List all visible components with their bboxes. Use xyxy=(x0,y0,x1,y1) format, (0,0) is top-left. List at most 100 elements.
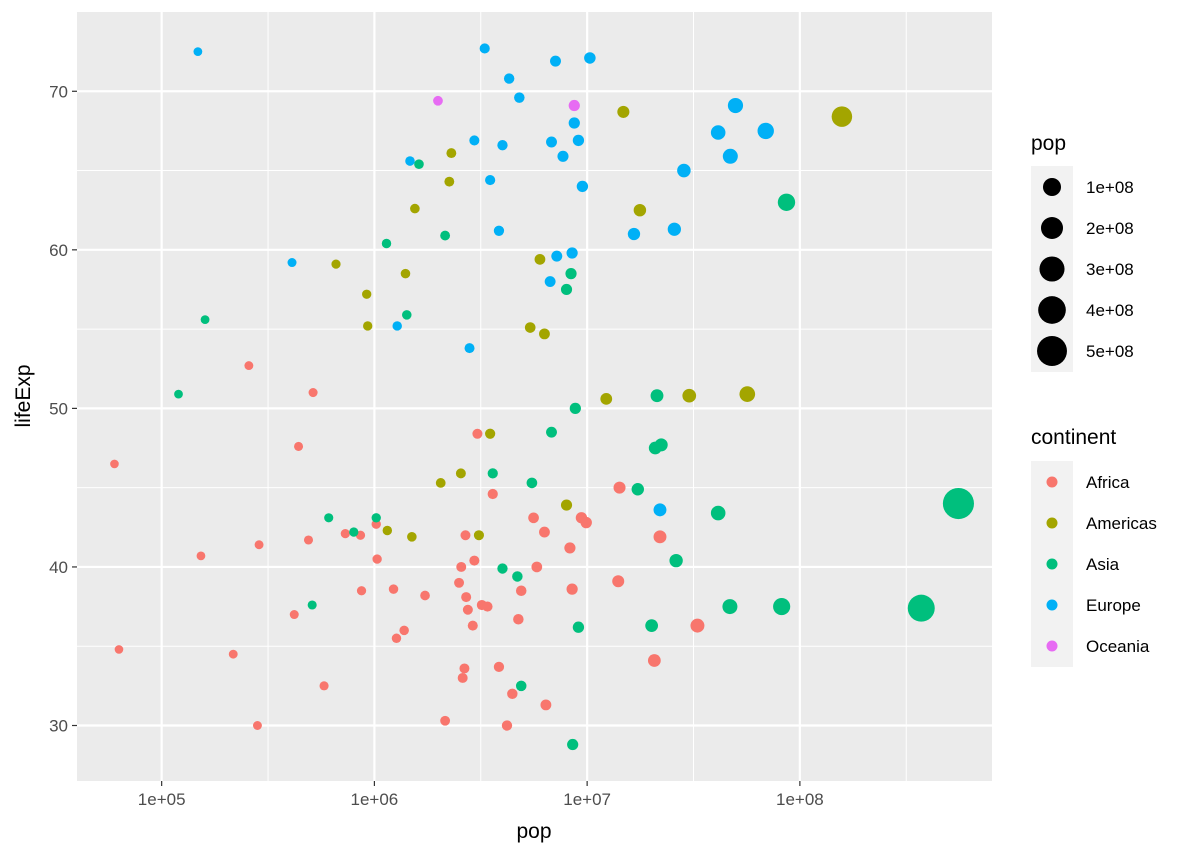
y-tick-label: 70 xyxy=(49,82,68,101)
color-legend-title: continent xyxy=(1031,426,1116,449)
color-legend: continent Africa Americas Asia Europe Oceani… xyxy=(1031,426,1157,667)
size-legend-label: 2e+08 xyxy=(1086,219,1134,238)
data-point xyxy=(539,328,550,340)
data-point xyxy=(405,156,415,166)
size-legend-label: 4e+08 xyxy=(1086,301,1134,320)
y-axis: 30 40 50 60 70 xyxy=(49,82,77,736)
series-oceania xyxy=(433,95,580,112)
data-point xyxy=(654,438,668,452)
data-point xyxy=(572,134,585,147)
data-point xyxy=(319,681,329,691)
data-point xyxy=(457,672,468,683)
data-point xyxy=(356,586,367,596)
data-point xyxy=(307,600,317,610)
data-point xyxy=(584,52,596,64)
x-axis-title: pop xyxy=(516,820,551,843)
data-point xyxy=(627,227,641,241)
series-americas xyxy=(331,105,853,542)
data-point xyxy=(653,503,667,517)
data-point xyxy=(289,610,299,620)
data-point xyxy=(633,203,647,217)
data-point xyxy=(551,250,563,262)
size-legend-key xyxy=(1042,177,1062,197)
data-point xyxy=(507,688,518,700)
data-point xyxy=(469,135,480,146)
data-point xyxy=(546,426,557,438)
color-legend-label: Africa xyxy=(1086,473,1130,492)
data-point xyxy=(407,532,417,542)
data-point xyxy=(193,47,203,57)
data-point xyxy=(531,561,543,573)
data-point xyxy=(757,122,774,140)
color-legend-key xyxy=(1046,558,1058,570)
data-point xyxy=(349,527,359,537)
data-point xyxy=(410,203,420,214)
data-point xyxy=(617,105,630,118)
data-point xyxy=(400,268,411,279)
data-point xyxy=(722,599,738,615)
x-tick-label: 1e+06 xyxy=(351,790,399,809)
data-point xyxy=(482,601,493,612)
data-point xyxy=(372,554,382,564)
y-tick-label: 50 xyxy=(49,399,68,418)
data-point xyxy=(402,310,412,320)
data-point xyxy=(565,268,577,280)
size-legend-key xyxy=(1037,336,1067,366)
data-point xyxy=(526,477,538,489)
data-point xyxy=(831,106,853,127)
data-point xyxy=(340,529,350,539)
data-point xyxy=(196,551,206,561)
data-point xyxy=(569,402,581,415)
data-point xyxy=(460,530,471,541)
size-legend-key xyxy=(1038,296,1066,324)
size-legend-label: 3e+08 xyxy=(1086,260,1134,279)
data-point xyxy=(371,513,381,523)
data-point xyxy=(568,99,580,112)
data-point xyxy=(420,590,430,601)
data-point xyxy=(440,230,451,241)
data-point xyxy=(560,283,573,296)
color-legend-label: Oceania xyxy=(1086,637,1150,656)
data-point xyxy=(650,389,664,403)
data-point xyxy=(727,97,744,114)
data-point xyxy=(174,389,183,399)
y-axis-title: lifeExp xyxy=(12,364,35,427)
size-legend-key xyxy=(1039,256,1065,282)
data-point xyxy=(690,618,705,633)
data-point xyxy=(473,530,484,541)
data-point xyxy=(567,738,579,751)
color-legend-label: Asia xyxy=(1086,555,1120,574)
data-point xyxy=(392,321,402,331)
data-point xyxy=(487,468,498,479)
color-legend-key xyxy=(1046,476,1058,488)
data-point xyxy=(515,680,527,692)
data-point xyxy=(667,222,681,236)
data-point xyxy=(669,553,683,568)
size-legend-title: pop xyxy=(1031,132,1066,155)
data-point xyxy=(464,343,475,354)
x-tick-label: 1e+05 xyxy=(138,790,186,809)
data-point xyxy=(544,276,556,287)
data-point xyxy=(479,43,490,54)
data-point xyxy=(677,163,691,178)
data-point xyxy=(528,512,539,524)
data-point xyxy=(399,625,409,636)
data-point xyxy=(391,633,402,644)
series-europe xyxy=(193,43,774,517)
data-point xyxy=(566,247,578,259)
data-point xyxy=(381,238,392,249)
color-legend-label: Europe xyxy=(1086,596,1141,615)
data-point xyxy=(572,621,585,633)
data-point xyxy=(362,289,372,299)
data-point xyxy=(493,661,505,672)
color-legend-key xyxy=(1046,640,1058,652)
data-point xyxy=(331,259,341,269)
data-point xyxy=(414,159,424,170)
data-point xyxy=(773,598,791,616)
color-legend-key xyxy=(1046,599,1058,611)
data-point xyxy=(294,441,304,451)
color-legend-key xyxy=(1046,517,1058,529)
data-point xyxy=(497,140,508,151)
data-point xyxy=(710,125,726,140)
